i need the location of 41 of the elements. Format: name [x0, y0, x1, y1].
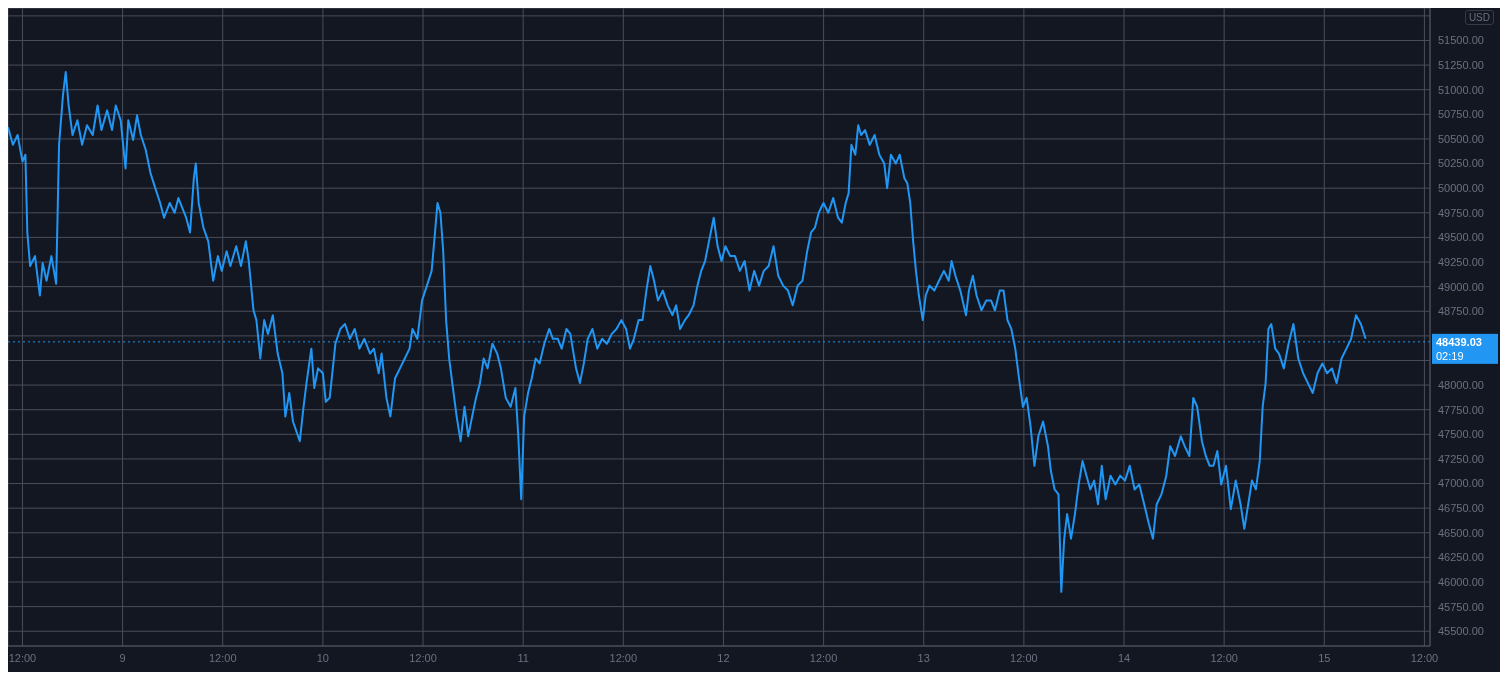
y-tick-label: 46500.00 — [1438, 526, 1484, 539]
x-tick-label: 12:00 — [409, 651, 437, 664]
y-tick-label: 50250.00 — [1438, 157, 1484, 170]
x-tick-label: 15 — [1318, 651, 1331, 664]
y-tick-label: 48000.00 — [1438, 378, 1484, 391]
y-tick-label: 50750.00 — [1438, 108, 1484, 121]
x-tick-label: 11 — [517, 651, 529, 664]
x-tick-label: 12:00 — [208, 651, 237, 664]
x-tick-label: 12:00 — [609, 651, 638, 664]
y-tick-label: 48750.00 — [1438, 305, 1484, 318]
x-tick-label: 14 — [1117, 651, 1131, 664]
y-tick-label: 51000.00 — [1438, 83, 1484, 96]
text: 02:19 — [1436, 349, 1464, 362]
x-tick-label: 13 — [917, 651, 930, 664]
x-tick-label: 12:00 — [1410, 651, 1439, 664]
y-tick-label: 49000.00 — [1438, 280, 1484, 293]
y-tick-label: 50000.00 — [1438, 182, 1484, 195]
y-tick-label: 47250.00 — [1438, 452, 1484, 465]
y-tick-label: 51500.00 — [1438, 34, 1484, 47]
y-tick-label: 49250.00 — [1438, 255, 1484, 268]
ref-line-label: 48439.03 — [1436, 335, 1482, 348]
y-tick-label: 49750.00 — [1438, 206, 1484, 219]
x-tick-label: 12:00 — [8, 651, 37, 664]
y-tick-label: 46250.00 — [1438, 551, 1484, 564]
y-tick-label: 47750.00 — [1438, 403, 1484, 416]
y-tick-label: 46000.00 — [1438, 575, 1484, 588]
y-tick-label: 49500.00 — [1438, 231, 1484, 244]
y-tick-label: 50500.00 — [1438, 132, 1484, 145]
y-tick-label: 46750.00 — [1438, 502, 1484, 515]
x-tick-label: 12 — [717, 651, 730, 664]
y-tick-label: 51250.00 — [1438, 59, 1484, 72]
x-tick-label: 12:00 — [1010, 651, 1038, 664]
x-tick-label: 9 — [119, 651, 126, 664]
y-tick-label: 47000.00 — [1438, 477, 1484, 490]
text: USD — [1464, 10, 1494, 25]
y-tick-label: 47500.00 — [1438, 428, 1484, 441]
y-tick-label: 45750.00 — [1438, 600, 1484, 613]
x-tick-label: 12:00 — [809, 651, 838, 664]
x-tick-label: 10 — [316, 651, 330, 664]
x-tick-label: 12:00 — [1210, 651, 1238, 664]
y-tick-label: 45500.00 — [1438, 625, 1484, 638]
